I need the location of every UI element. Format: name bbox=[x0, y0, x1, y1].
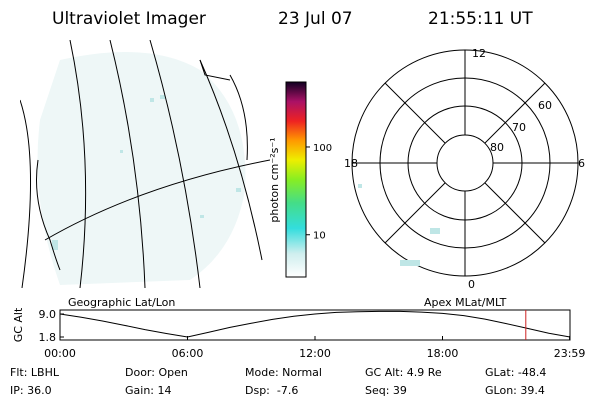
lat-label: 80 bbox=[490, 141, 504, 154]
lat-label: 60 bbox=[538, 99, 552, 112]
x-tick-label: 18:00 bbox=[427, 347, 459, 360]
colorbar-tick-label: 100 bbox=[313, 143, 332, 154]
info-field: Door: Open bbox=[125, 366, 188, 379]
mlt-label: 6 bbox=[578, 157, 585, 170]
info-field: Mode: Normal bbox=[245, 366, 322, 379]
y-tick-label: 1.8 bbox=[39, 331, 57, 344]
altitude-line bbox=[59, 310, 571, 338]
x-tick-label: 12:00 bbox=[299, 347, 331, 360]
mlt-label: 0 bbox=[468, 278, 475, 291]
info-field: Dsp: -7.6 bbox=[245, 384, 298, 397]
x-tick-label: 00:00 bbox=[44, 347, 76, 360]
polar-grid bbox=[351, 49, 579, 277]
right-label: Apex MLat/MLT bbox=[424, 296, 507, 309]
y-tick-label: 9.0 bbox=[39, 308, 57, 321]
info-field: Seq: 39 bbox=[365, 384, 407, 397]
x-tick-label: 23:59 bbox=[554, 347, 586, 360]
info-field: Flt: LBHL bbox=[10, 366, 60, 379]
polar-image bbox=[358, 184, 440, 266]
lat-label: 70 bbox=[512, 121, 526, 134]
info-field: IP: 36.0 bbox=[10, 384, 52, 397]
mlt-label: 18 bbox=[344, 157, 358, 170]
mlt-label: 12 bbox=[472, 47, 486, 60]
title: Ultraviolet Imager bbox=[52, 9, 206, 29]
colorbar-label: photon cm⁻²s⁻¹ bbox=[268, 137, 281, 222]
info-field: GC Alt: 4.9 Re bbox=[365, 366, 442, 379]
info-field: GLat: -48.4 bbox=[485, 366, 546, 379]
time: 21:55:11 UT bbox=[428, 9, 533, 29]
date: 23 Jul 07 bbox=[278, 9, 353, 29]
colorbar bbox=[285, 81, 307, 278]
map-image bbox=[20, 40, 270, 288]
info-field: GLon: 39.4 bbox=[485, 384, 545, 397]
info-field: Gain: 14 bbox=[125, 384, 172, 397]
colorbar-tick-label: 10 bbox=[313, 231, 326, 242]
y-axis-label: GC Alt bbox=[12, 307, 25, 342]
x-tick-label: 06:00 bbox=[172, 347, 204, 360]
left-label: Geographic Lat/Lon bbox=[68, 296, 175, 309]
